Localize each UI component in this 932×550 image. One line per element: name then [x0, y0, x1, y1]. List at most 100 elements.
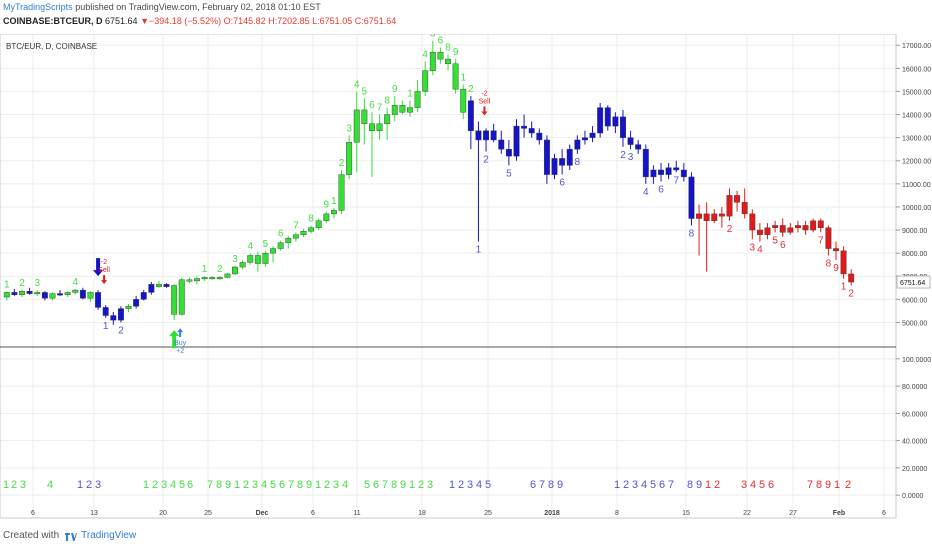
candle-body: [445, 58, 451, 64]
count-label: 3: [750, 242, 756, 253]
time-axis: 6 13 20 25 Dec 6 11 18 25 2018 8 15 22 27 Feb 6: [31, 510, 886, 517]
count-label: 9: [392, 84, 398, 95]
candle-body: [627, 137, 634, 145]
candle-body: [726, 195, 733, 217]
candle-body: [64, 292, 71, 295]
indicator-count: 4: [47, 479, 53, 491]
count-label: 6: [369, 100, 375, 111]
time-tick-label: 13: [90, 510, 98, 517]
indicator-tick-label: 80.0000: [902, 384, 927, 391]
time-tick-label: 22: [743, 510, 751, 517]
indicator-count: 9: [696, 479, 702, 491]
indicator-tick-label: 20.0000: [902, 466, 927, 473]
candle-body: [186, 279, 193, 282]
candle-body: [543, 139, 550, 175]
indicator-axis: 0.0000 20.0000 40.0000 60.0000 80.0000 100.00…: [896, 357, 931, 500]
time-tick-label: 2018: [544, 510, 560, 517]
candle-body: [452, 63, 459, 90]
candle-body: [376, 123, 383, 131]
tradingview-link[interactable]: TradingView: [81, 530, 137, 541]
indicator-count: 6: [187, 479, 193, 491]
time-tick-label: 27: [789, 510, 797, 517]
candle-body: [566, 148, 573, 166]
candle-body: [848, 273, 855, 283]
count-label: 7: [377, 103, 383, 114]
count-label: 9: [324, 200, 330, 211]
indicator-count: 4: [476, 479, 482, 491]
time-tick-label: Dec: [256, 510, 269, 517]
candle-body: [513, 125, 520, 157]
candle-body: [95, 292, 102, 308]
indicator-count: 6: [659, 479, 665, 491]
count-label: 1: [841, 282, 847, 293]
count-label: 7: [673, 175, 679, 186]
price-tick-label: 5000.00: [902, 320, 927, 327]
candle-body: [391, 105, 398, 115]
indicator-count: 4: [641, 479, 647, 491]
price-tick-label: 13000.00: [902, 136, 931, 143]
candle-body: [574, 139, 581, 150]
indicator-count: 8: [391, 479, 397, 491]
candle-body: [810, 220, 817, 231]
count-label: 2: [848, 288, 854, 299]
count-label: 1: [331, 196, 337, 207]
count-label: 3: [346, 123, 352, 134]
count-label: 7: [293, 220, 299, 231]
candle-body: [148, 284, 155, 293]
candle-body: [353, 109, 360, 143]
count-label: 8: [689, 228, 695, 239]
candle-body: [688, 176, 695, 219]
count-label: 2: [727, 224, 733, 235]
indicator-count: 8: [548, 479, 554, 491]
count-label: 3: [34, 278, 40, 289]
candle-body: [475, 130, 482, 141]
candle-body: [498, 139, 505, 150]
indicator-count: 2: [152, 479, 158, 491]
price-tick-label: 17000.00: [902, 43, 931, 50]
indicator-count: 1: [409, 479, 415, 491]
candle-body: [749, 213, 756, 231]
indicator-count: 1: [614, 479, 620, 491]
candle-body: [57, 293, 63, 296]
candle-body: [292, 234, 299, 239]
candle-body: [399, 105, 406, 113]
indicator-count: 3: [252, 479, 258, 491]
indicator-count: 6: [279, 479, 285, 491]
count-label: 6: [780, 240, 786, 251]
indicator-count: 6: [373, 479, 379, 491]
candles: [3, 40, 855, 325]
candle-body: [384, 114, 391, 124]
count-label: 5: [263, 239, 269, 250]
candle-body: [483, 130, 489, 141]
time-tick-label: 6: [311, 510, 315, 517]
sell-arrow-icon: [481, 106, 488, 116]
indicator-count: 1: [77, 479, 83, 491]
candle-body: [270, 248, 276, 254]
indicator-count: 7: [382, 479, 388, 491]
indicator-count: 5: [270, 479, 276, 491]
time-tick-label: 15: [682, 510, 690, 517]
candle-body: [41, 292, 48, 299]
count-label: 2: [118, 325, 124, 336]
count-label: 2: [483, 155, 489, 166]
publish-info: MyTradingScripts published on TradingVie…: [3, 2, 321, 12]
indicator-count: 2: [324, 479, 330, 491]
candle-body: [536, 132, 543, 141]
time-tick-label: Feb: [833, 510, 845, 517]
count-label: 5: [430, 34, 436, 40]
indicator-count: 6: [768, 479, 774, 491]
signal-label: Buy: [174, 340, 187, 347]
candle-body: [604, 107, 611, 127]
candle-body: [505, 148, 512, 157]
count-label: 8: [445, 42, 451, 53]
candle-body: [521, 125, 528, 129]
indicator-count: 2: [845, 479, 851, 491]
indicator-count: 5: [759, 479, 765, 491]
current-price-box: [896, 275, 931, 289]
indicator-count: 1: [705, 479, 711, 491]
candle-body: [247, 255, 254, 263]
publisher-link[interactable]: MyTradingScripts: [3, 2, 73, 12]
candle-body: [79, 289, 86, 299]
